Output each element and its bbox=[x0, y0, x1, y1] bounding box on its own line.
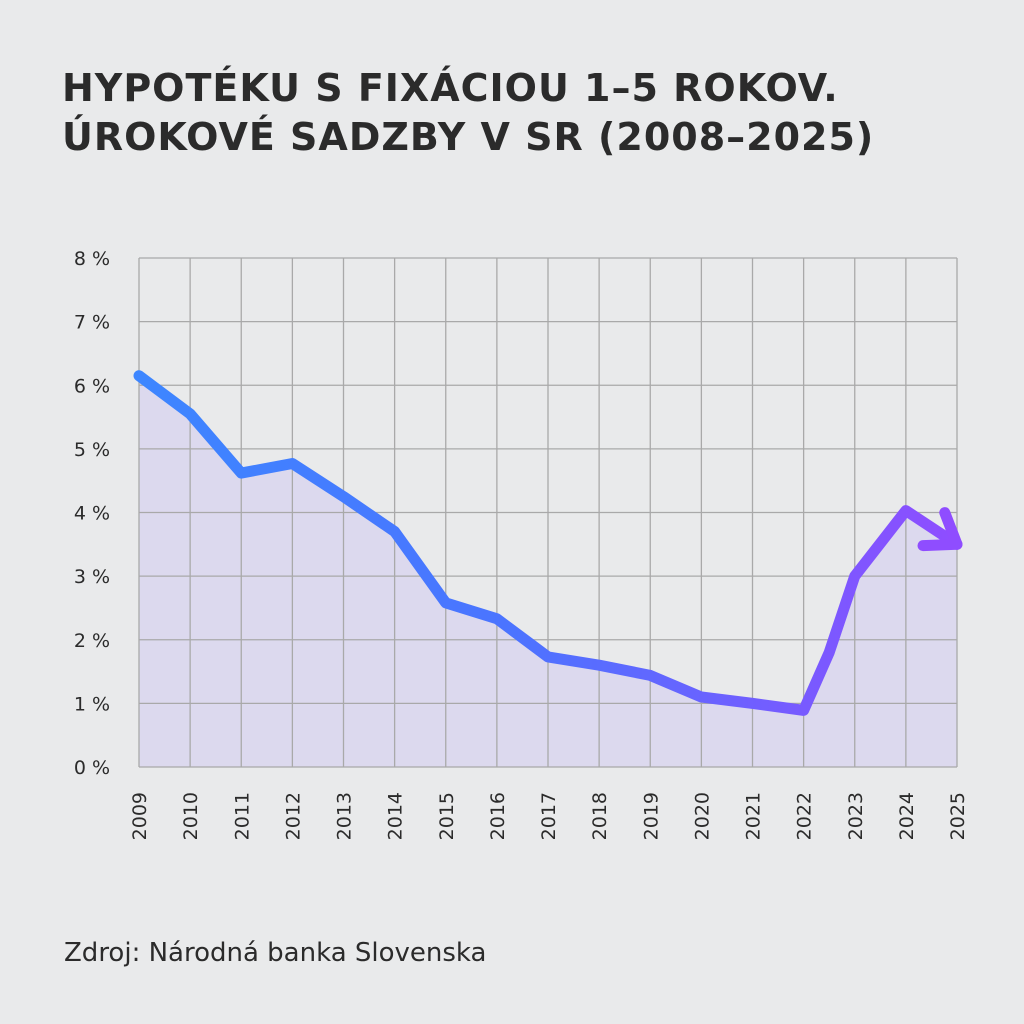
x-tick-label: 2015 bbox=[436, 792, 458, 840]
x-axis-ticks: 2009 2010 2011 2012 2013 2014 2015 2016 2017 2018… bbox=[129, 792, 969, 840]
y-tick-label: 8 % bbox=[74, 248, 110, 270]
x-tick-label: 2020 bbox=[691, 792, 713, 840]
x-tick-label: 2012 bbox=[282, 792, 304, 840]
x-tick-label: 2024 bbox=[896, 792, 918, 840]
x-tick-label: 2022 bbox=[794, 792, 816, 840]
x-tick-label: 2013 bbox=[334, 792, 356, 840]
y-tick-label: 6 % bbox=[74, 375, 110, 397]
arrow-head-icon bbox=[917, 507, 963, 552]
series-line-layer bbox=[133, 370, 963, 716]
chart-title: HYPOTÉKU S FIXÁCIOU 1–5 ROKOV. ÚROKOVÉ S… bbox=[62, 64, 962, 161]
y-tick-label: 2 % bbox=[74, 630, 110, 652]
y-axis-ticks: 0 % 1 % 2 % 3 % 4 % 5 % 6 % 7 % 8 % bbox=[74, 248, 110, 779]
chart-title-line2: ÚROKOVÉ SADZBY V SR (2008–2025) bbox=[62, 114, 875, 159]
source-note: Zdroj: Národná banka Slovenska bbox=[64, 938, 487, 968]
x-tick-label: 2010 bbox=[180, 792, 202, 840]
chart-title-line1: HYPOTÉKU S FIXÁCIOU 1–5 ROKOV. bbox=[62, 66, 839, 110]
x-tick-label: 2018 bbox=[589, 792, 611, 840]
x-tick-label: 2023 bbox=[845, 792, 867, 840]
y-tick-label: 1 % bbox=[74, 693, 110, 715]
grid-layer bbox=[138, 257, 958, 768]
x-tick-label: 2016 bbox=[487, 792, 509, 840]
y-tick-label: 5 % bbox=[74, 439, 110, 461]
x-tick-label: 2011 bbox=[231, 792, 253, 840]
x-tick-label: 2021 bbox=[743, 792, 765, 840]
y-tick-label: 0 % bbox=[74, 757, 110, 779]
x-tick-label: 2017 bbox=[538, 792, 560, 840]
x-tick-label: 2009 bbox=[129, 792, 151, 840]
y-tick-label: 3 % bbox=[74, 566, 110, 588]
x-tick-label: 2025 bbox=[947, 792, 969, 840]
x-tick-label: 2014 bbox=[385, 792, 407, 840]
y-tick-label: 4 % bbox=[74, 503, 110, 525]
series-line bbox=[133, 370, 963, 716]
x-tick-label: 2019 bbox=[640, 792, 662, 840]
y-tick-label: 7 % bbox=[74, 312, 110, 334]
